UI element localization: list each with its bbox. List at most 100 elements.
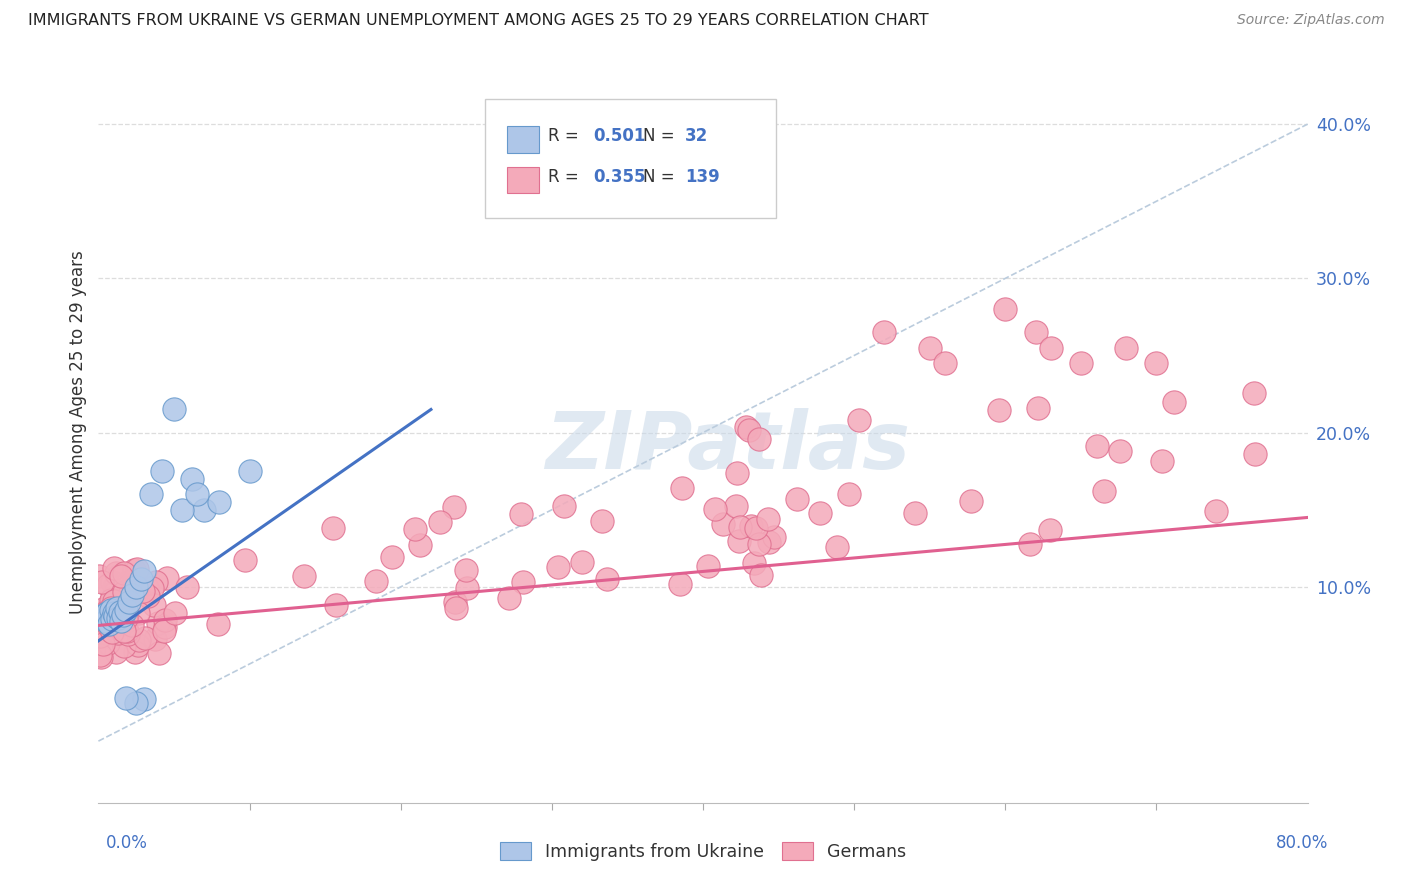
Point: [124, 585, 146, 599]
Text: 80.0%: 80.0%: [1277, 834, 1329, 852]
Point: [105, 577, 128, 591]
Point: [93, 607, 115, 622]
Point: [114, 611, 136, 625]
Text: IMMIGRANTS FROM UKRAINE VS GERMAN UNEMPLOYMENT AMONG AGES 25 TO 29 YEARS CORRELA: IMMIGRANTS FROM UKRAINE VS GERMAN UNEMPL…: [28, 13, 929, 29]
Point: [101, 612, 124, 626]
Point: [239, 464, 262, 478]
Point: [208, 495, 231, 509]
Point: [696, 559, 718, 574]
Point: [118, 595, 141, 609]
Point: [176, 580, 198, 594]
Point: [90, 575, 112, 590]
Point: [404, 522, 426, 536]
Point: [104, 566, 127, 581]
Point: [125, 580, 148, 594]
Legend: Immigrants from Ukraine, Germans: Immigrants from Ukraine, Germans: [494, 836, 912, 868]
Point: [132, 692, 155, 706]
Point: [725, 500, 748, 514]
Point: [89, 609, 111, 624]
Point: [101, 624, 124, 639]
Point: [510, 507, 533, 521]
Point: [91, 637, 114, 651]
Point: [381, 549, 404, 564]
Point: [553, 500, 575, 514]
Text: ZIPatlas: ZIPatlas: [544, 409, 910, 486]
Point: [136, 581, 159, 595]
Point: [364, 574, 387, 588]
Point: [322, 521, 344, 535]
Point: [132, 565, 155, 579]
Point: [181, 472, 204, 486]
Point: [170, 502, 193, 516]
Point: [114, 589, 136, 603]
Text: N =: N =: [643, 128, 679, 145]
Point: [107, 610, 129, 624]
Point: [111, 604, 134, 618]
Point: [873, 326, 896, 340]
Point: [748, 537, 770, 551]
Point: [742, 556, 765, 570]
Point: [571, 555, 593, 569]
Point: [136, 590, 159, 604]
Point: [1150, 453, 1173, 467]
Point: [808, 506, 831, 520]
Point: [409, 538, 432, 552]
Point: [758, 535, 780, 549]
Point: [89, 648, 111, 663]
Point: [100, 601, 122, 615]
Point: [105, 583, 128, 598]
Point: [134, 631, 156, 645]
Point: [756, 512, 779, 526]
Point: [89, 629, 111, 643]
Text: 0.0%: 0.0%: [105, 834, 148, 852]
Point: [103, 579, 125, 593]
Point: [292, 568, 315, 582]
Point: [918, 341, 941, 355]
Point: [444, 595, 467, 609]
Point: [827, 540, 849, 554]
Point: [115, 624, 138, 638]
Point: [98, 606, 121, 620]
Point: [1115, 341, 1137, 355]
Point: [100, 575, 122, 590]
Text: 0.501: 0.501: [593, 128, 645, 145]
Point: [207, 617, 229, 632]
Point: [1244, 447, 1267, 461]
Point: [104, 609, 127, 624]
Point: [91, 610, 114, 624]
Text: N =: N =: [643, 169, 679, 186]
Point: [1085, 439, 1108, 453]
Point: [1243, 386, 1265, 401]
Text: R =: R =: [548, 169, 585, 186]
Point: [145, 575, 167, 590]
Point: [90, 649, 112, 664]
Point: [114, 690, 136, 705]
Point: [591, 514, 613, 528]
Point: [89, 569, 111, 583]
Point: [112, 585, 135, 599]
Point: [121, 617, 143, 632]
Point: [988, 402, 1011, 417]
Point: [1070, 356, 1092, 370]
Point: [94, 614, 117, 628]
Point: [1039, 341, 1062, 355]
Point: [108, 605, 131, 619]
Point: [748, 432, 770, 446]
Point: [1019, 537, 1042, 551]
Point: [725, 466, 748, 480]
Point: [186, 487, 208, 501]
Point: [1205, 504, 1227, 518]
Point: [146, 615, 169, 630]
Point: [763, 530, 786, 544]
Point: [142, 599, 165, 613]
Point: [143, 632, 166, 646]
Point: [124, 563, 146, 577]
Point: [114, 603, 136, 617]
Point: [838, 486, 860, 500]
Point: [960, 494, 983, 508]
Point: [97, 636, 120, 650]
Point: [89, 607, 111, 622]
Point: [745, 521, 768, 535]
Point: [97, 618, 120, 632]
Point: [443, 500, 465, 515]
